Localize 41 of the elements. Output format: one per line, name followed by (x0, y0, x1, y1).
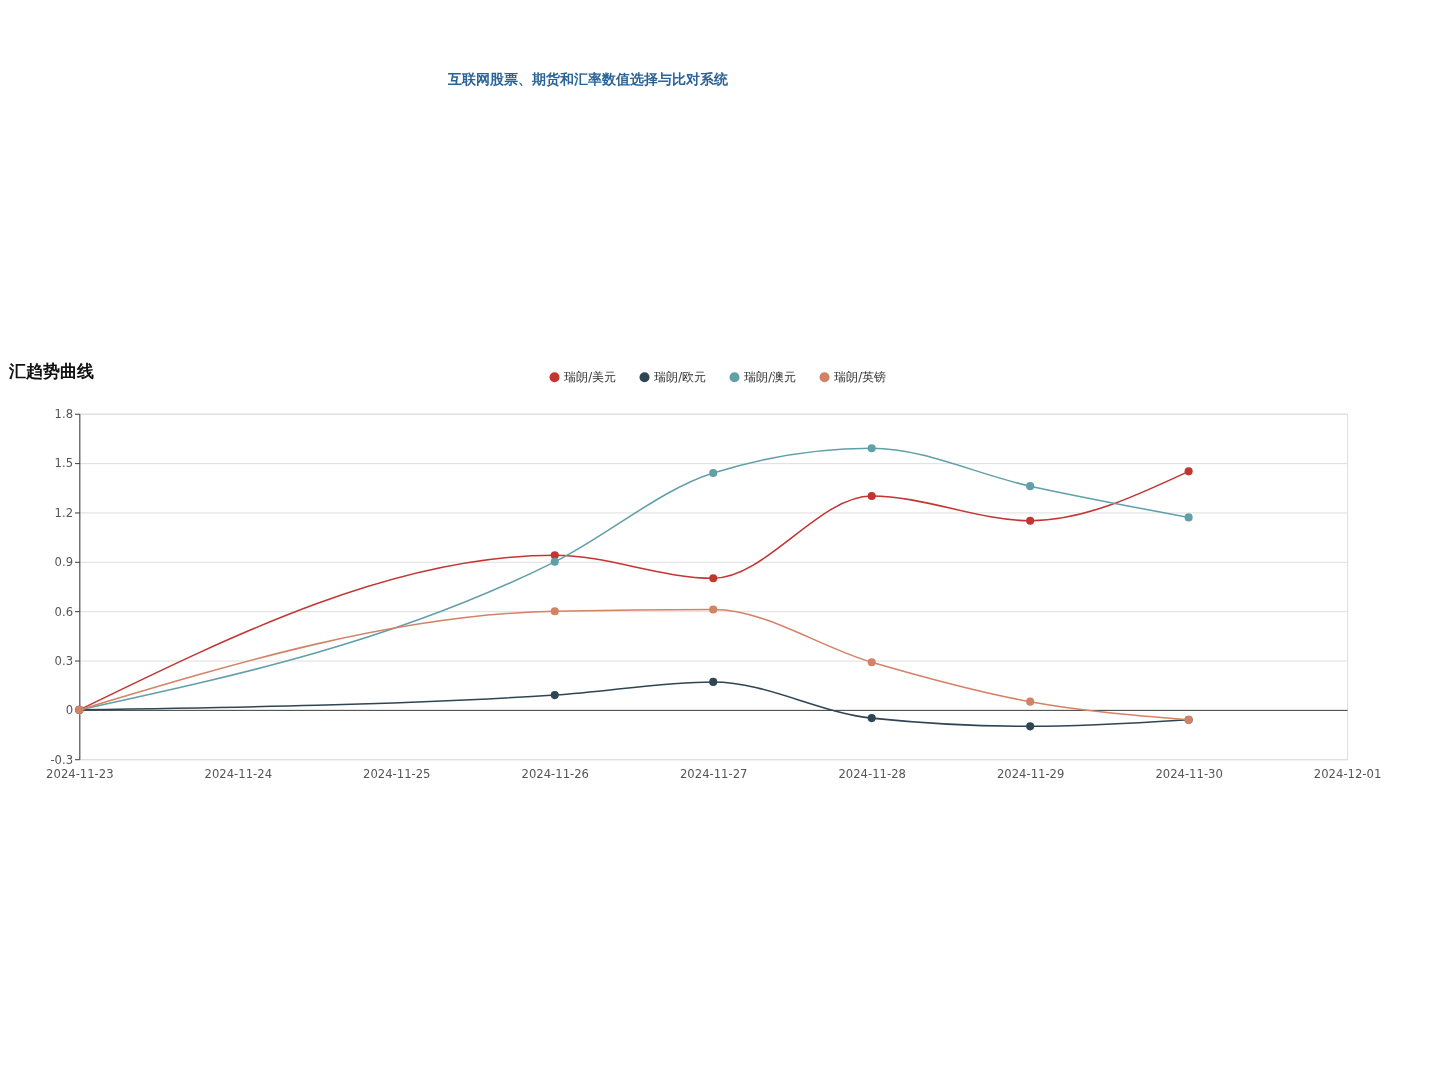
y-tick-label: 0 (65, 703, 74, 718)
point (867, 714, 876, 723)
point (550, 607, 559, 616)
x-tick-label: 2024-11-26 (521, 767, 589, 782)
y-tick-label: 1.5 (54, 456, 74, 471)
chart-title: 互联网股票、期货和汇率数值选择与比对系统 (447, 71, 730, 88)
y-tick-label: 1.2 (54, 505, 74, 520)
point (1026, 516, 1035, 525)
y-tick-label: 0.3 (54, 653, 74, 668)
y-tick-label: -0.3 (50, 752, 74, 767)
point (709, 677, 718, 686)
x-tick-label: 2024-11-28 (838, 767, 906, 782)
x-tick-label: 2024-11-24 (204, 767, 273, 782)
point (709, 574, 718, 583)
chart-subtitle: 汇趋势曲线 (7, 360, 94, 381)
point (550, 557, 559, 566)
x-tick-label: 2024-11-27 (679, 767, 748, 782)
point (1026, 722, 1035, 731)
x-tick-label: 2024-12-01 (1313, 767, 1382, 782)
point (1026, 697, 1035, 706)
legend-label: 瑞朗/欧元 (654, 370, 707, 385)
point (1184, 467, 1193, 476)
legend-label: 瑞朗/英镑 (834, 370, 887, 385)
legend-label: 瑞朗/澳元 (744, 370, 797, 385)
point (709, 605, 718, 614)
point (1026, 482, 1035, 491)
x-tick-label: 2024-11-23 (46, 767, 114, 782)
point (550, 691, 559, 700)
y-tick-label: 1.8 (54, 407, 74, 422)
point (867, 658, 876, 667)
y-tick-label: 0.9 (54, 555, 74, 570)
x-tick-label: 2024-11-29 (996, 767, 1065, 782)
y-tick-label: 0.6 (54, 604, 74, 619)
legend-label: 瑞朗/美元 (564, 370, 617, 385)
point (867, 444, 876, 453)
x-tick-label: 2024-11-25 (363, 767, 431, 782)
point (550, 551, 559, 560)
point (709, 468, 718, 478)
point (1184, 513, 1193, 522)
point (867, 491, 876, 501)
x-tick-label: 2024-11-30 (1155, 767, 1223, 782)
